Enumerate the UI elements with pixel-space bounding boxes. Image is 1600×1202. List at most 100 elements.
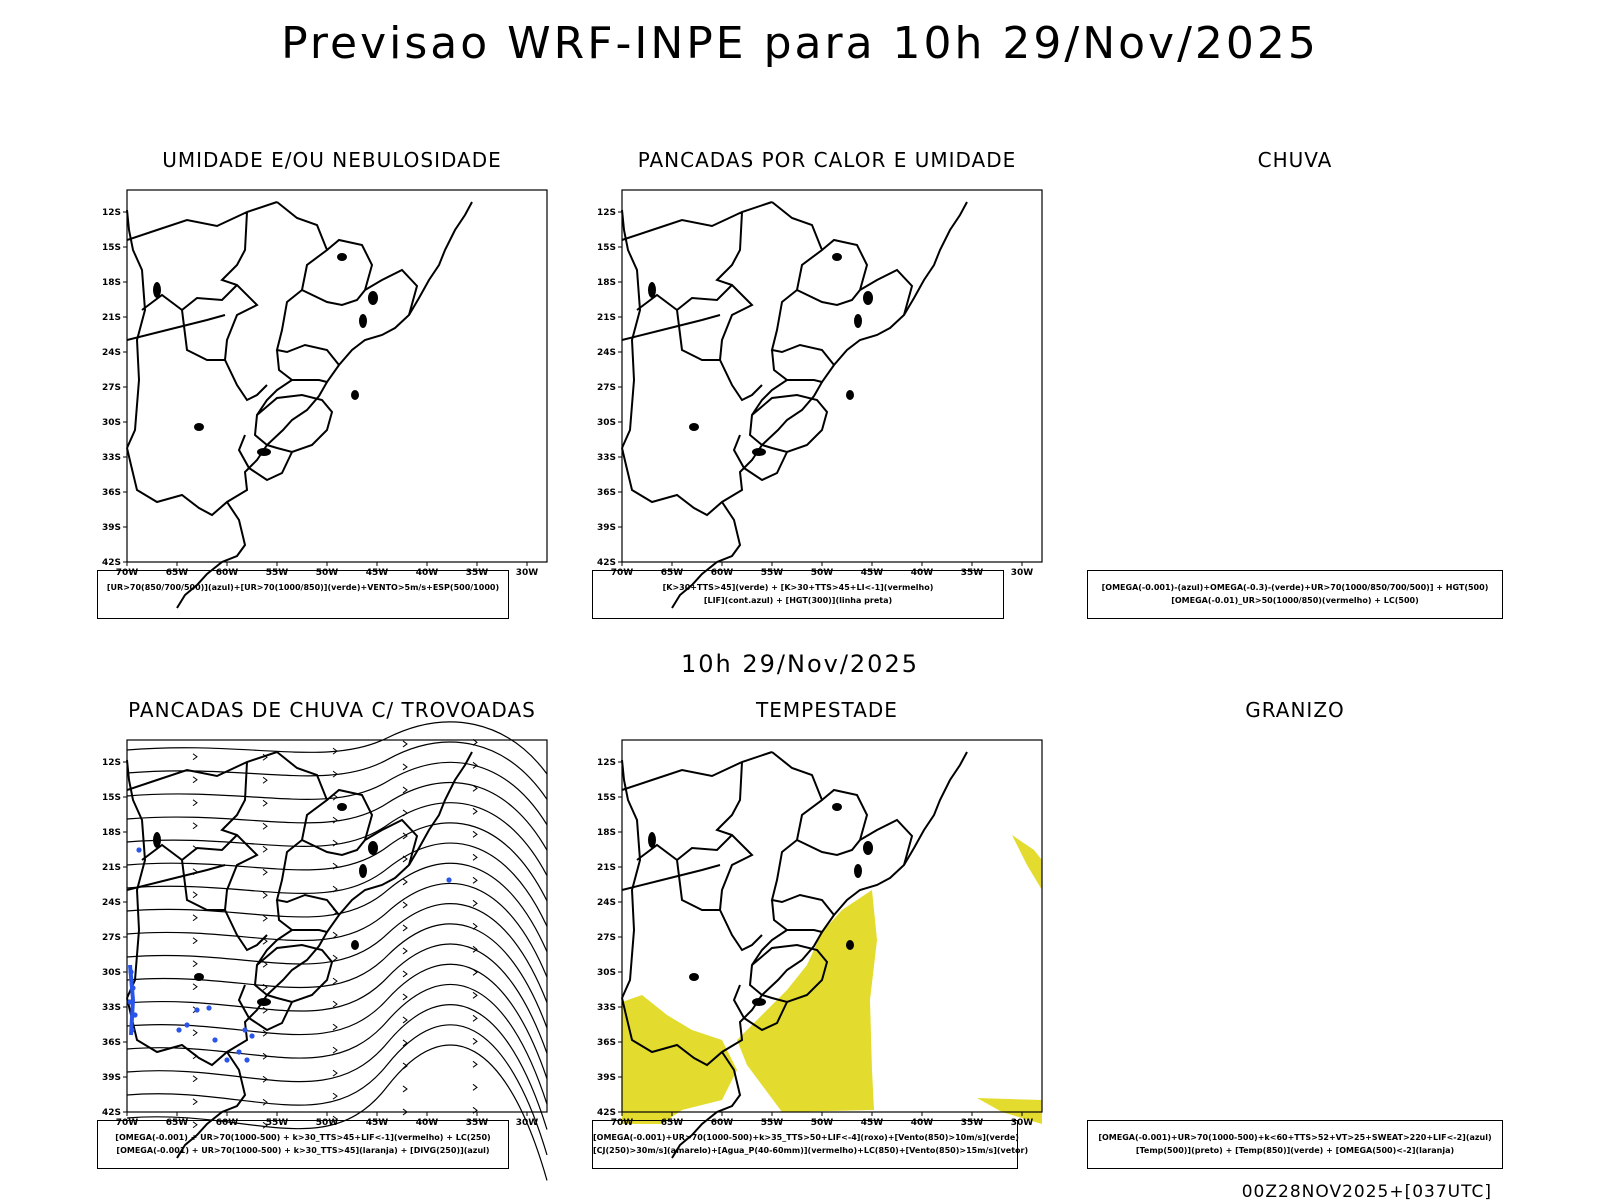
stream-arrow xyxy=(402,924,408,932)
stream-arrow xyxy=(402,1085,408,1093)
coastline xyxy=(126,751,473,1159)
lon-tick-label: 40W xyxy=(911,568,934,578)
legend-line: [OMEGA(-0.001) + UR>70(1000-500) + k>30_… xyxy=(116,1146,490,1155)
stream-arrow xyxy=(332,954,338,962)
lake xyxy=(351,940,359,950)
stream-arrow xyxy=(262,914,268,922)
lat-tick-label: 33S xyxy=(597,1003,616,1013)
stream-arrow xyxy=(192,983,198,991)
storm-area xyxy=(1012,835,1042,890)
lon-tick-label: 50W xyxy=(316,568,339,578)
state-borders xyxy=(126,751,419,1032)
stream-arrow xyxy=(472,1060,478,1068)
stream-arrow xyxy=(192,914,198,922)
divergence-marker xyxy=(236,1049,242,1055)
map-frame xyxy=(126,739,548,1113)
stream-arrow xyxy=(192,891,198,899)
stream-arrow xyxy=(332,931,338,939)
lon-tick-label: 40W xyxy=(416,568,439,578)
divergence-marker xyxy=(224,1057,230,1063)
lon-tick-label: 45W xyxy=(861,568,884,578)
lon-tick-label: 65W xyxy=(166,1118,189,1128)
lake xyxy=(153,282,161,298)
lon-tick-label: 30W xyxy=(1011,568,1034,578)
lon-tick-label: 70W xyxy=(116,568,139,578)
lat-tick-label: 30S xyxy=(597,418,616,428)
stream-arrow xyxy=(472,991,478,999)
lon-tick-label: 40W xyxy=(416,1118,439,1128)
lat-tick-label: 24S xyxy=(102,898,121,908)
stream-arrow xyxy=(402,970,408,978)
lake xyxy=(689,423,699,431)
lon-tick-label: 45W xyxy=(366,568,389,578)
streamline xyxy=(126,802,548,876)
lat-tick-label: 33S xyxy=(102,1003,121,1013)
divergence-marker xyxy=(242,1027,248,1033)
lat-tick-label: 30S xyxy=(102,968,121,978)
panel-title: UMIDADE E/OU NEBULOSIDADE xyxy=(162,148,502,172)
stream-arrow xyxy=(472,761,478,769)
lake xyxy=(153,832,161,848)
stream-arrow xyxy=(262,1121,268,1129)
stream-arrow xyxy=(192,1029,198,1037)
lat-tick-label: 21S xyxy=(102,863,121,873)
stream-arrow xyxy=(402,993,408,1001)
streamline xyxy=(126,1004,548,1130)
legend-line: [OMEGA(-0.001)-(azul)+OMEGA(-0.3)-(verde… xyxy=(1101,583,1489,592)
lake xyxy=(854,864,862,878)
stream-arrow xyxy=(332,747,338,755)
stream-arrow xyxy=(402,901,408,909)
lat-tick-label: 18S xyxy=(102,278,121,288)
stream-arrow xyxy=(262,845,268,853)
lake xyxy=(351,390,359,400)
lat-tick-label: 42S xyxy=(102,1108,121,1118)
lon-tick-label: 35W xyxy=(466,568,489,578)
map-frame xyxy=(621,739,1043,1113)
lake xyxy=(368,841,378,855)
stream-arrow xyxy=(192,960,198,968)
coastline xyxy=(126,201,473,609)
lat-tick-label: 18S xyxy=(597,828,616,838)
lat-tick-label: 42S xyxy=(102,558,121,568)
stream-arrow xyxy=(262,776,268,784)
lat-tick-label: 24S xyxy=(597,348,616,358)
lon-tick-label: 50W xyxy=(811,1118,834,1128)
lake xyxy=(846,390,854,400)
stream-arrow xyxy=(192,799,198,807)
stream-arrow xyxy=(472,876,478,884)
lake xyxy=(863,291,873,305)
stream-arrow xyxy=(262,891,268,899)
stream-arrow xyxy=(192,937,198,945)
stream-arrow xyxy=(402,763,408,771)
lon-tick-label: 60W xyxy=(711,1118,734,1128)
lat-tick-label: 18S xyxy=(597,278,616,288)
lake xyxy=(337,253,347,261)
lake xyxy=(359,314,367,328)
divergence-marker xyxy=(136,847,142,853)
streamline xyxy=(126,761,548,826)
stream-arrow xyxy=(472,1037,478,1045)
stream-arrow xyxy=(262,822,268,830)
legend-umidade: [UR>70(850/700/500)](azul)+[UR>70(1000/8… xyxy=(97,570,509,619)
lon-tick-label: 65W xyxy=(661,1118,684,1128)
stream-arrow xyxy=(472,807,478,815)
lat-tick-label: 15S xyxy=(597,243,616,253)
lon-tick-label: 55W xyxy=(266,568,289,578)
stream-arrow xyxy=(332,977,338,985)
lake xyxy=(257,448,271,456)
lake xyxy=(337,803,347,811)
lon-tick-label: 70W xyxy=(611,1118,634,1128)
stream-arrow xyxy=(402,947,408,955)
panel-umidade: UMIDADE E/OU NEBULOSIDADE 12S 15S 18S 21S 24… xyxy=(97,148,567,618)
divergence-marker xyxy=(194,1007,200,1013)
lat-tick-label: 21S xyxy=(102,313,121,323)
panel-title: GRANIZO xyxy=(1245,698,1345,722)
stream-arrow xyxy=(472,899,478,907)
lat-tick-label: 27S xyxy=(102,383,121,393)
lat-tick-label: 21S xyxy=(597,313,616,323)
stream-arrow xyxy=(262,1029,268,1037)
lat-tick-label: 33S xyxy=(597,453,616,463)
panel-title: PANCADAS DE CHUVA C/ TROVOADAS xyxy=(128,698,536,722)
lat-tick-label: 27S xyxy=(597,933,616,943)
